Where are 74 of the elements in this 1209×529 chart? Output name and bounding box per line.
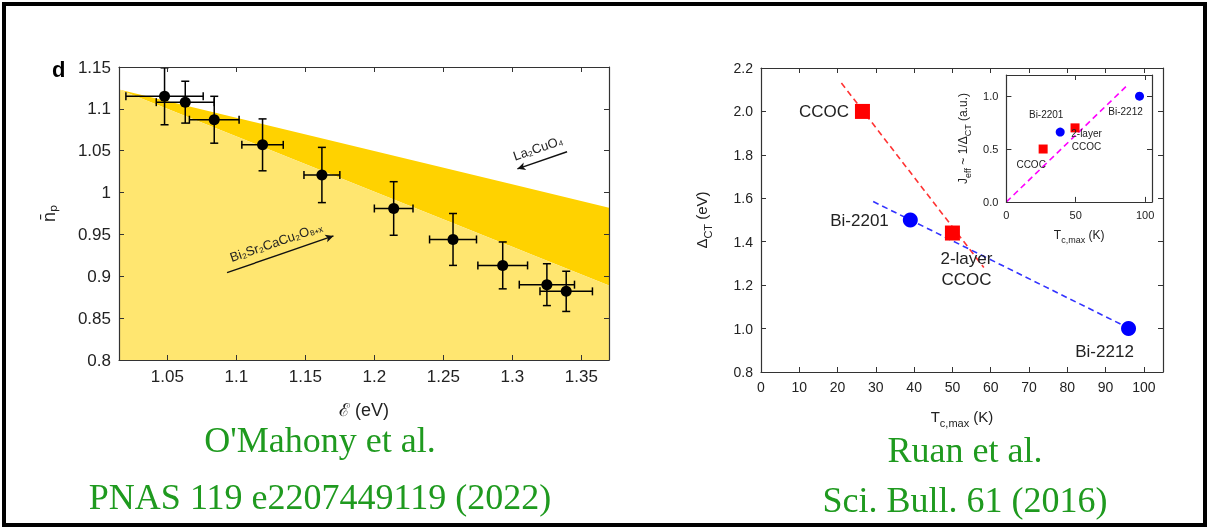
x-tick-label: 1.25 bbox=[426, 367, 460, 386]
y-tick-label: 0.0 bbox=[983, 195, 999, 208]
y-tick-label: 1.2 bbox=[733, 277, 754, 294]
point bbox=[447, 233, 459, 245]
y-tick-label: 0.9 bbox=[87, 266, 111, 286]
y-tick-label: 0.8 bbox=[87, 350, 111, 370]
point bbox=[1055, 127, 1065, 137]
y-tick-label: 2.0 bbox=[733, 103, 754, 120]
y-axis-title: ΔCT (eV) bbox=[692, 191, 714, 249]
point bbox=[1121, 321, 1137, 337]
point bbox=[541, 279, 553, 291]
point bbox=[902, 212, 918, 228]
series-label: Bi-2212 bbox=[1108, 106, 1144, 118]
x-tick-label: 1.15 bbox=[288, 367, 322, 386]
y-tick-label: 1 bbox=[101, 183, 111, 203]
x-tick-label: 60 bbox=[982, 379, 999, 395]
y-tick-label: 1.0 bbox=[733, 320, 754, 337]
series-label: CCOC bbox=[1016, 159, 1046, 171]
x-tick-label: 80 bbox=[1059, 379, 1076, 395]
y-tick-label: 2.2 bbox=[733, 60, 754, 76]
x-tick-label: 50 bbox=[1069, 209, 1082, 222]
y-tick-label: 1.6 bbox=[733, 190, 754, 207]
x-tick-label: 0 bbox=[757, 379, 766, 395]
y-axis-title: Jeff ~ 1/ΔCT (a.u.) bbox=[955, 93, 973, 184]
series-label: Bi-2212 bbox=[1075, 342, 1134, 362]
series-label: CCOC bbox=[798, 101, 849, 121]
x-tick-label: 1.35 bbox=[564, 367, 598, 386]
point bbox=[560, 285, 572, 297]
point bbox=[497, 259, 509, 271]
x-tick-label: 20 bbox=[829, 379, 846, 395]
x-tick-label: 10 bbox=[791, 379, 808, 395]
y-tick-label: 0.8 bbox=[733, 364, 754, 380]
y-tick-label: 0.5 bbox=[983, 143, 999, 156]
text: Sci. Bull. 61 (2016) bbox=[822, 480, 1108, 520]
series-label: Bi-2201 bbox=[830, 210, 889, 230]
x-tick-label: 1.1 bbox=[224, 367, 249, 386]
x-tick-label: 40 bbox=[906, 379, 923, 395]
x-tick-label: 1.05 bbox=[150, 367, 184, 386]
y-tick-label: 0.95 bbox=[77, 224, 111, 244]
series-label: Bi-2201 bbox=[1028, 108, 1064, 120]
y-tick-label: 1.15 bbox=[77, 57, 111, 77]
point bbox=[1038, 144, 1048, 154]
y-tick-label: 0.85 bbox=[77, 308, 111, 328]
text: PNAS 119 e2207449119 (2022) bbox=[88, 477, 552, 517]
point bbox=[316, 169, 328, 181]
text: Ruan et al. bbox=[887, 430, 1043, 470]
x-tick-label: 1.3 bbox=[500, 367, 525, 386]
point bbox=[388, 202, 400, 214]
x-tick-label: 50 bbox=[944, 379, 961, 395]
x-tick-label: 1.2 bbox=[362, 367, 387, 386]
y-tick-label: 1.8 bbox=[733, 146, 754, 163]
y-tick-label: 1.4 bbox=[733, 233, 754, 250]
y-tick-label: 1.05 bbox=[77, 141, 111, 161]
point bbox=[854, 103, 870, 119]
x-tick-label: 30 bbox=[868, 379, 884, 395]
point bbox=[159, 90, 171, 102]
point bbox=[944, 225, 960, 241]
point bbox=[257, 139, 269, 151]
x-tick-label: 90 bbox=[1097, 379, 1114, 395]
series-label: 2-layer CCOC bbox=[940, 248, 993, 289]
x-tick-label: 100 bbox=[1132, 379, 1156, 395]
y-tick-label: 1.0 bbox=[983, 90, 999, 103]
series-label: 2-layer CCOC bbox=[1071, 128, 1103, 152]
x-tick-label: 100 bbox=[1135, 209, 1155, 222]
x-axis-title: ℰ (eV) bbox=[338, 400, 390, 421]
x-tick-label: 70 bbox=[1021, 379, 1037, 395]
chart-title: d bbox=[52, 56, 66, 82]
y-tick-label: 1.1 bbox=[87, 99, 111, 119]
y-axis-title: n̄ₚ bbox=[38, 204, 60, 223]
point bbox=[179, 96, 191, 108]
x-tick-label: 0 bbox=[1003, 209, 1010, 222]
point bbox=[1135, 91, 1145, 101]
text: O'Mahony et al. bbox=[204, 420, 436, 460]
point bbox=[208, 114, 220, 126]
